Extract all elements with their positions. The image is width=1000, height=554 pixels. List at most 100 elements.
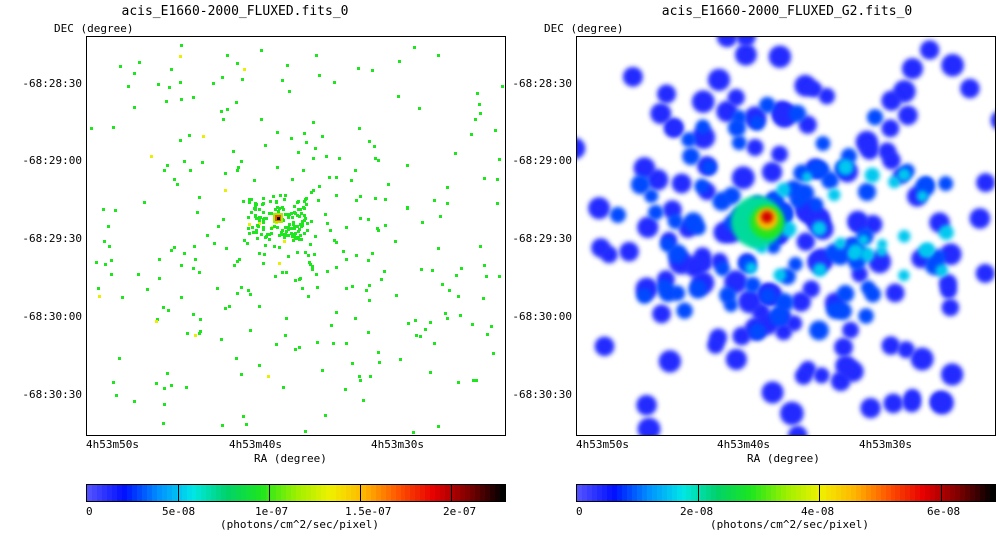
photon-pixel [498, 158, 501, 161]
photon-pixel [300, 212, 303, 215]
photon-pixel [407, 322, 410, 325]
right-heatmap[interactable] [576, 36, 996, 436]
left-colorbar-unit: (photons/cm^2/sec/pixel) [220, 518, 379, 531]
photon-pixel [167, 309, 170, 312]
photon-pixel [186, 332, 189, 335]
right-xtick: 4h53m30s [859, 438, 912, 451]
photon-pixel [437, 247, 440, 250]
smoothed-blob-outer [941, 53, 965, 77]
photon-pixel [166, 372, 169, 375]
smoothed-blob-mid [938, 176, 954, 192]
left-cbar-tick: 1.5e-07 [345, 505, 392, 518]
photon-pixel [406, 164, 409, 167]
photon-pixel [157, 83, 160, 86]
photon-pixel [258, 252, 261, 255]
photon-pixel [194, 258, 197, 261]
smoothed-blob-core [745, 262, 757, 274]
photon-pixel [243, 239, 246, 242]
right-ytick: -68:30:30 [512, 388, 572, 401]
photon-pixel [291, 235, 294, 238]
left-heatmap[interactable] [86, 36, 506, 436]
smoothed-blob-core [876, 246, 887, 257]
photon-pixel [251, 226, 254, 229]
photon-pixel [112, 126, 115, 129]
smoothed-blob-mid [644, 188, 659, 204]
colorbar-segment [296, 485, 302, 501]
smoothed-blob-outer [709, 328, 728, 347]
photon-pixel [248, 232, 251, 235]
photon-pixel [344, 388, 347, 391]
smoothed-blob-mid [636, 288, 653, 304]
smoothed-blob-outer [768, 45, 792, 68]
photon-pixel [338, 157, 341, 160]
photon-pixel [290, 137, 293, 140]
colorbar-segment [965, 485, 972, 501]
smoothed-blob-mid [749, 115, 765, 131]
colorbar-segment [355, 485, 362, 501]
photon-pixel [150, 155, 153, 158]
colorbar-segment [621, 485, 628, 501]
photon-pixel [220, 110, 223, 113]
smoothed-blob-mid [857, 182, 877, 202]
smoothed-blob-mid [866, 109, 884, 126]
photon-pixel [170, 68, 173, 71]
photon-pixel [321, 369, 324, 372]
photon-pixel [104, 263, 107, 266]
smoothed-blob-outer [732, 326, 751, 346]
smoothed-blob-mid [695, 119, 711, 134]
photon-pixel [192, 267, 195, 270]
photon-pixel [224, 189, 227, 192]
colorbar-segment [955, 485, 962, 501]
photon-pixel [345, 226, 348, 229]
photon-pixel [312, 189, 315, 192]
photon-pixel [198, 332, 201, 335]
smoothed-blob-outer [637, 216, 659, 239]
smoothed-blob-core [897, 230, 911, 243]
colorbar-segment [246, 485, 253, 501]
colorbar-segment [641, 485, 648, 501]
photon-pixel [314, 147, 317, 150]
smoothed-blob-mid [769, 306, 789, 327]
smoothed-blob-outer [897, 341, 915, 359]
photon-pixel [193, 245, 196, 248]
colorbar-segment [370, 485, 377, 501]
photon-pixel [335, 266, 338, 269]
colorbar-segment [577, 485, 583, 501]
colorbar-segment [186, 485, 193, 501]
photon-pixel [199, 318, 202, 321]
smoothed-blob-outer [975, 263, 995, 283]
photon-pixel [420, 268, 423, 271]
photon-pixel [156, 318, 159, 321]
photon-pixel [301, 287, 304, 290]
photon-pixel [262, 226, 265, 229]
photon-pixel [377, 351, 380, 354]
photon-pixel [307, 254, 310, 257]
smoothed-blob-core [918, 243, 933, 258]
colorbar-segment [390, 485, 397, 501]
right-xtick: 4h53m50s [576, 438, 629, 451]
colorbar-segment [101, 485, 108, 501]
colorbar-segment [460, 485, 467, 501]
photon-pixel [312, 157, 315, 160]
colorbar-segment [485, 485, 492, 501]
photon-pixel [226, 54, 229, 57]
photon-pixel [419, 335, 422, 338]
colorbar-segment [935, 485, 942, 501]
smoothed-blob-core [860, 247, 875, 262]
photon-pixel [433, 342, 436, 345]
colorbar-segment [435, 485, 442, 501]
photon-pixel [198, 196, 201, 199]
smoothed-blob-mid [789, 192, 806, 209]
photon-pixel [494, 129, 497, 132]
colorbar-segment [430, 485, 437, 501]
smoothed-blob-core [877, 239, 888, 250]
colorbar-segment [156, 485, 163, 501]
photon-pixel [262, 228, 265, 231]
colorbar-segment [131, 485, 138, 501]
photon-pixel [256, 237, 259, 240]
photon-pixel [180, 264, 183, 267]
photon-pixel [496, 202, 499, 205]
smoothed-blob-outer [883, 393, 904, 414]
photon-pixel [257, 225, 260, 228]
colorbar-segment [910, 485, 917, 501]
